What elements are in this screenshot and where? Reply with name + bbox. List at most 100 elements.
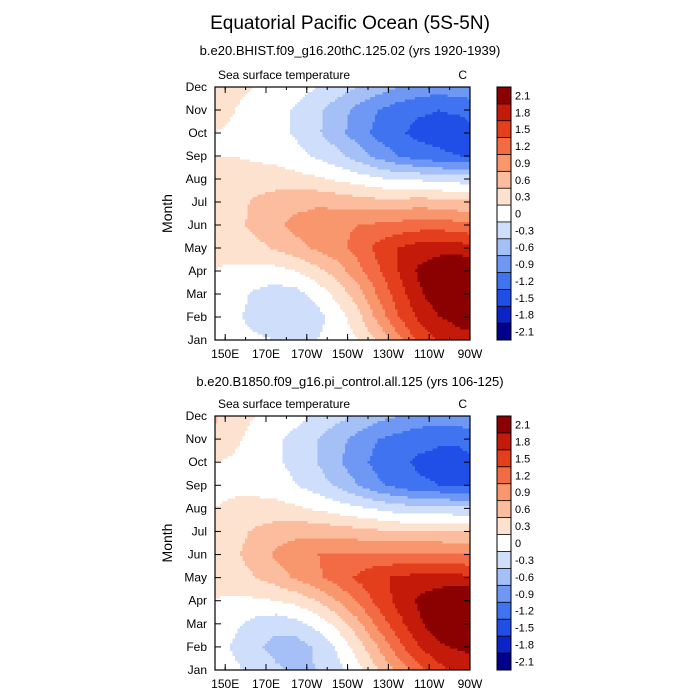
heat-cell <box>365 182 368 185</box>
heat-cell <box>392 112 396 115</box>
heat-cell <box>260 127 263 130</box>
heat-cell <box>247 109 251 113</box>
heat-cell <box>382 89 386 93</box>
heat-cell <box>457 147 461 150</box>
heat-cell <box>272 122 276 125</box>
heat-cell <box>417 97 421 100</box>
heat-cell <box>340 137 343 140</box>
heat-cell <box>310 194 313 198</box>
heat-cell <box>352 154 356 158</box>
heat-cell <box>402 137 406 140</box>
heat-cell <box>215 157 218 160</box>
heat-cell <box>287 192 291 195</box>
heat-cell <box>372 179 376 183</box>
heat-cell <box>235 194 238 198</box>
heat-cell <box>280 194 283 198</box>
heat-cell <box>447 112 451 115</box>
heat-cell <box>372 142 376 145</box>
heat-cell <box>300 157 303 160</box>
heat-cell <box>302 122 306 125</box>
heat-cell <box>467 109 470 113</box>
heat-cell <box>257 152 261 155</box>
heat-cell <box>245 134 248 138</box>
heat-cell <box>437 174 441 178</box>
heat-cell <box>445 152 448 155</box>
heat-cell <box>337 172 341 175</box>
heat-cell <box>340 119 343 123</box>
heat-cell <box>302 107 306 110</box>
heat-cell <box>445 147 448 150</box>
heat-cell <box>407 134 411 138</box>
heat-cell <box>230 109 233 113</box>
heat-cell <box>457 157 461 160</box>
heat-cell <box>452 99 456 103</box>
heat-cell <box>372 99 376 103</box>
heat-cell <box>405 204 408 208</box>
heat-cell <box>385 159 388 163</box>
heat-cell <box>295 202 298 205</box>
heat-cell <box>290 204 293 208</box>
heat-cell <box>287 147 291 150</box>
heat-cell <box>415 174 418 178</box>
heat-cell <box>405 184 408 188</box>
heat-cell <box>252 129 256 133</box>
heat-cell <box>380 184 383 188</box>
heat-cell <box>365 87 368 90</box>
heat-cell <box>362 167 366 170</box>
heat-cell <box>227 154 231 158</box>
heat-cell <box>295 129 298 133</box>
heat-cell <box>395 134 398 138</box>
heat-cell <box>320 112 323 115</box>
heat-cell <box>440 149 443 153</box>
heat-cell <box>295 102 298 105</box>
heat-cell <box>442 129 446 133</box>
heat-cell <box>390 119 393 123</box>
heat-cell <box>387 172 391 175</box>
heat-cell <box>320 147 323 150</box>
heat-cell <box>285 92 288 95</box>
heat-cell <box>390 157 393 160</box>
heat-cell <box>407 119 411 123</box>
heat-cell <box>410 102 413 105</box>
heat-cell <box>342 187 346 190</box>
heat-cell <box>232 152 236 155</box>
heat-cell <box>315 92 318 95</box>
heat-cell <box>367 92 371 95</box>
heat-cell <box>232 179 236 183</box>
heat-cell <box>315 172 318 175</box>
heat-cell <box>222 154 226 158</box>
heat-cell <box>447 199 451 203</box>
heat-cell <box>395 202 398 205</box>
heat-cell <box>332 149 336 153</box>
heat-cell <box>300 132 303 135</box>
heat-cell <box>280 137 283 140</box>
heat-cell <box>447 162 451 165</box>
heat-cell <box>450 107 453 110</box>
heat-cell <box>275 147 278 150</box>
heat-cell <box>402 179 406 183</box>
heat-cell <box>317 194 321 198</box>
heat-cell <box>342 139 346 143</box>
heat-cell <box>435 122 438 125</box>
heat-cell <box>247 207 251 210</box>
heat-cell <box>270 122 273 125</box>
heat-cell <box>330 107 333 110</box>
heat-cell <box>262 107 266 110</box>
heat-cell <box>462 117 466 120</box>
heat-cell <box>250 107 253 110</box>
heat-cell <box>352 157 356 160</box>
heat-cell <box>245 127 248 130</box>
heat-cell <box>260 142 263 145</box>
heat-cell <box>215 177 218 180</box>
heat-cell <box>367 189 371 193</box>
heat-cell <box>295 207 298 210</box>
heat-cell <box>222 202 226 205</box>
heat-cell <box>235 177 238 180</box>
heat-cell <box>390 194 393 198</box>
heat-cell <box>427 104 431 108</box>
heat-cell <box>417 202 421 205</box>
heat-cell <box>437 167 441 170</box>
heat-cell <box>422 167 426 170</box>
heat-cell <box>432 132 436 135</box>
heat-cell <box>307 177 311 180</box>
